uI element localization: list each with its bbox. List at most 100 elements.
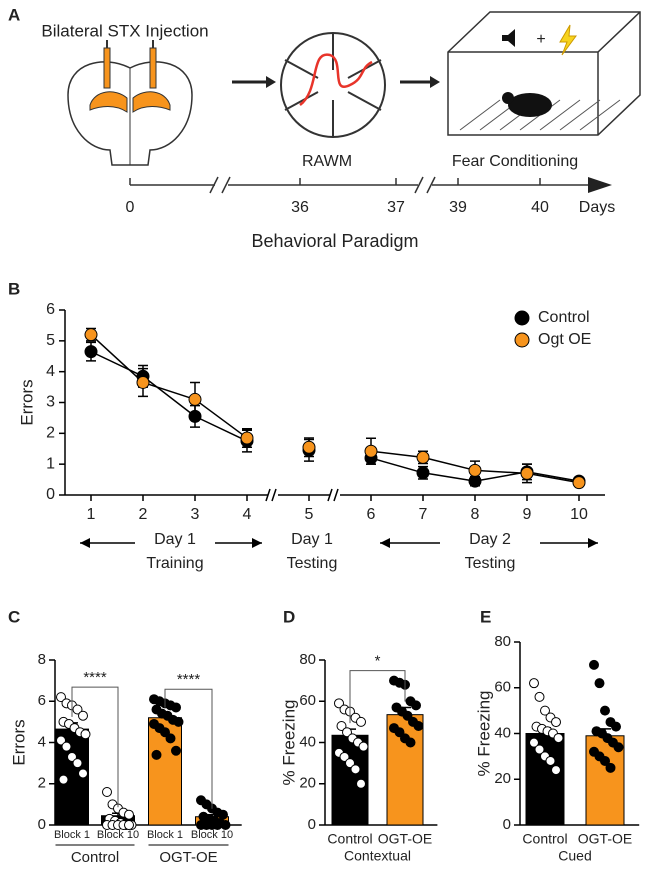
y-tick-label: 6: [38, 692, 46, 709]
y-tick-label: 20: [494, 770, 511, 787]
data-point: [611, 721, 621, 732]
series-line: [142, 381, 196, 401]
y-tick-label: 0: [46, 486, 55, 503]
x-tick-label: 7: [419, 506, 428, 523]
x-tick-label: OGT-OE: [378, 831, 432, 847]
brain-icon: [67, 40, 193, 166]
series-line: [90, 350, 144, 377]
y-tick-label: 5: [46, 332, 55, 349]
phase-label: Day 1: [154, 531, 196, 548]
data-point: [136, 375, 150, 389]
data-point: [61, 741, 72, 752]
x-tick-label: 8: [471, 506, 480, 523]
group-label: OGT-OE: [159, 849, 217, 866]
bar: [525, 733, 565, 826]
y-tick-label: 40: [494, 724, 511, 741]
data-point: [551, 765, 561, 776]
y-tick-label: 80: [299, 651, 316, 668]
x-tick-label: Control: [522, 831, 567, 847]
data-point: [78, 768, 88, 779]
data-point: [613, 742, 624, 753]
data-point: [171, 702, 181, 713]
data-point: [405, 737, 416, 748]
timeline-arrowhead: [588, 177, 612, 193]
axis-break: [265, 488, 277, 502]
y-tick-label: 4: [38, 733, 46, 750]
x-axis-label: Contextual: [344, 848, 411, 864]
data-point: [356, 778, 366, 789]
arrowhead: [266, 76, 276, 88]
data-point: [534, 744, 545, 755]
x-tick-label: 4: [243, 506, 252, 523]
x-tick-label: Block 10: [97, 829, 139, 841]
phase-label: Testing: [287, 555, 338, 572]
data-point: [529, 678, 539, 689]
series-line: [370, 450, 424, 459]
y-tick-label: 6: [46, 301, 55, 318]
phase-arrowhead: [588, 538, 598, 548]
data-point: [600, 755, 610, 766]
data-point: [58, 774, 69, 785]
x-tick-label: OGT-OE: [578, 831, 632, 847]
data-point: [364, 444, 378, 458]
data-point: [402, 710, 413, 721]
data-point: [218, 809, 228, 820]
significance-bracket: [71, 686, 119, 808]
phase-arrowhead: [80, 538, 90, 548]
y-tick-label: 2: [38, 775, 46, 792]
y-axis-label: % Freezing: [474, 691, 493, 777]
data-point: [336, 721, 347, 731]
data-point: [173, 716, 184, 727]
data-point: [302, 440, 316, 454]
phase-label: Testing: [465, 555, 516, 572]
data-point: [600, 705, 610, 716]
data-point: [212, 820, 223, 830]
data-point: [84, 345, 98, 359]
data-point: [468, 463, 482, 477]
data-point: [56, 735, 66, 746]
data-point: [56, 692, 66, 703]
data-point: [151, 749, 162, 760]
x-tick-label: 3: [191, 506, 200, 523]
data-point: [553, 733, 564, 744]
y-tick-label: 40: [299, 733, 316, 750]
data-point: [165, 733, 176, 744]
timeline-break: [209, 176, 436, 194]
data-point: [529, 737, 539, 748]
panel-letter: D: [283, 607, 295, 626]
data-point: [534, 691, 545, 702]
series-line: [194, 398, 248, 439]
significance-label: *: [375, 653, 381, 670]
y-tick-label: 0: [308, 816, 316, 833]
panel-letter: E: [480, 607, 491, 626]
injection-label: Bilateral STX Injection: [41, 21, 208, 40]
x-tick-label: Block 10: [191, 829, 233, 841]
data-point: [605, 762, 616, 773]
x-tick-label: 9: [523, 506, 532, 523]
x-tick-label: 2: [139, 506, 148, 523]
data-point: [124, 820, 134, 830]
x-tick-label: 1: [87, 506, 96, 523]
data-point: [72, 758, 83, 769]
legend-marker: [514, 332, 530, 348]
y-tick-label: 20: [299, 775, 316, 792]
data-point: [411, 700, 421, 711]
phase-arrowhead: [252, 538, 262, 548]
plus-sign: +: [536, 31, 545, 48]
series-line: [90, 334, 144, 384]
significance-bracket: [349, 670, 406, 724]
timeline-unit: Days: [579, 199, 615, 216]
phase-label: Fear Conditioning: [452, 153, 578, 170]
timeline-label: 40: [531, 199, 549, 216]
data-point: [334, 698, 344, 709]
data-point: [102, 787, 112, 797]
phase-label: Day 1: [291, 531, 333, 548]
y-tick-label: 1: [46, 455, 55, 472]
x-tick-label: Block 1: [54, 829, 90, 841]
series-line: [370, 457, 424, 474]
y-tick-label: 60: [299, 692, 316, 709]
timeline-label: 36: [291, 199, 309, 216]
y-tick-label: 4: [46, 363, 55, 380]
timeline-label: 0: [126, 199, 135, 216]
x-tick-label: Block 1: [147, 829, 183, 841]
